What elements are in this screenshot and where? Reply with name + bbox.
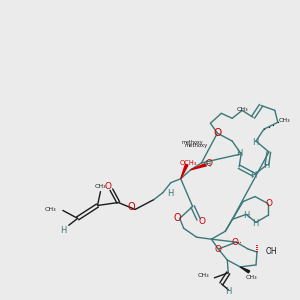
Text: CH₃: CH₃ bbox=[44, 207, 56, 212]
Text: O: O bbox=[198, 217, 205, 226]
Text: O: O bbox=[128, 202, 135, 212]
Polygon shape bbox=[190, 164, 206, 170]
Polygon shape bbox=[181, 164, 188, 179]
Text: O: O bbox=[232, 238, 239, 247]
Text: OCH₃: OCH₃ bbox=[180, 160, 197, 166]
Text: H: H bbox=[252, 138, 258, 147]
Text: OH: OH bbox=[266, 247, 278, 256]
Text: O: O bbox=[215, 244, 222, 253]
Text: CH₃: CH₃ bbox=[95, 184, 106, 189]
Text: H: H bbox=[263, 161, 269, 170]
Text: CH₃: CH₃ bbox=[198, 273, 209, 278]
Text: CH₃: CH₃ bbox=[279, 118, 290, 123]
Text: O: O bbox=[266, 199, 272, 208]
Text: H: H bbox=[236, 149, 242, 158]
Text: O: O bbox=[206, 159, 213, 168]
Text: H: H bbox=[61, 226, 67, 235]
Text: CH₃: CH₃ bbox=[236, 107, 248, 112]
Text: H: H bbox=[250, 171, 256, 180]
Text: H: H bbox=[204, 160, 211, 169]
Text: methoxy: methoxy bbox=[182, 140, 203, 145]
Polygon shape bbox=[240, 267, 250, 273]
Text: H: H bbox=[225, 287, 232, 296]
Text: O: O bbox=[213, 128, 221, 138]
Text: CH₃: CH₃ bbox=[245, 275, 257, 280]
Text: methoxy: methoxy bbox=[185, 142, 208, 148]
Text: H: H bbox=[252, 219, 258, 228]
Text: O: O bbox=[174, 213, 182, 224]
Text: O: O bbox=[105, 182, 112, 191]
Text: H: H bbox=[168, 189, 174, 198]
Text: H: H bbox=[243, 211, 249, 220]
